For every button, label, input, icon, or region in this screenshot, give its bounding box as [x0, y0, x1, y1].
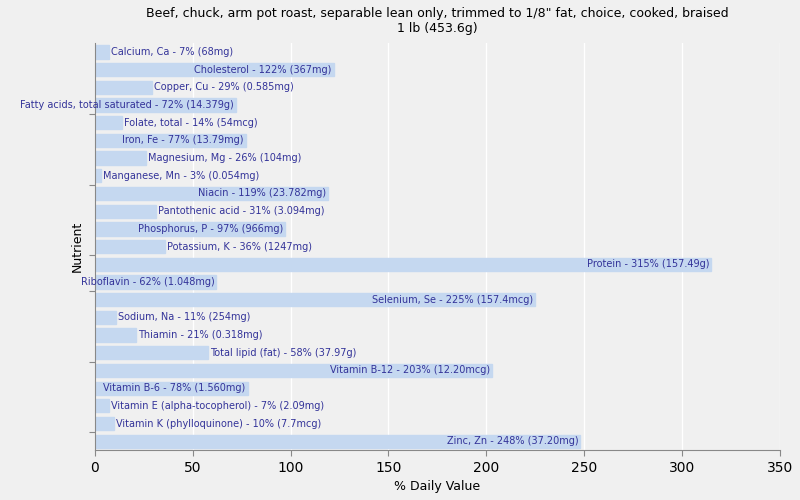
Text: Potassium, K - 36% (1247mg): Potassium, K - 36% (1247mg) — [167, 242, 312, 252]
Bar — [95, 276, 216, 288]
Text: Sodium, Na - 11% (254mg): Sodium, Na - 11% (254mg) — [118, 312, 250, 322]
Bar — [95, 134, 246, 147]
Bar — [95, 169, 101, 182]
Text: Folate, total - 14% (54mcg): Folate, total - 14% (54mcg) — [124, 118, 258, 128]
Bar — [95, 152, 146, 164]
Bar — [95, 63, 334, 76]
Title: Beef, chuck, arm pot roast, separable lean only, trimmed to 1/8" fat, choice, co: Beef, chuck, arm pot roast, separable le… — [146, 7, 729, 35]
Bar — [95, 382, 247, 395]
X-axis label: % Daily Value: % Daily Value — [394, 480, 481, 493]
Bar — [95, 258, 711, 271]
Bar — [95, 364, 492, 377]
Text: Vitamin E (alpha-tocopherol) - 7% (2.09mg): Vitamin E (alpha-tocopherol) - 7% (2.09m… — [110, 401, 324, 411]
Bar — [95, 204, 155, 218]
Text: Vitamin B-6 - 78% (1.560mg): Vitamin B-6 - 78% (1.560mg) — [103, 383, 246, 393]
Text: Total lipid (fat) - 58% (37.97g): Total lipid (fat) - 58% (37.97g) — [210, 348, 357, 358]
Text: Magnesium, Mg - 26% (104mg): Magnesium, Mg - 26% (104mg) — [148, 153, 301, 163]
Text: Calcium, Ca - 7% (68mg): Calcium, Ca - 7% (68mg) — [110, 47, 233, 57]
Bar — [95, 310, 117, 324]
Bar — [95, 240, 166, 253]
Text: Thiamin - 21% (0.318mg): Thiamin - 21% (0.318mg) — [138, 330, 262, 340]
Text: Selenium, Se - 225% (157.4mcg): Selenium, Se - 225% (157.4mcg) — [372, 294, 534, 304]
Text: Cholesterol - 122% (367mg): Cholesterol - 122% (367mg) — [194, 64, 332, 74]
Bar — [95, 434, 580, 448]
Text: Riboflavin - 62% (1.048mg): Riboflavin - 62% (1.048mg) — [81, 277, 214, 287]
Text: Manganese, Mn - 3% (0.054mg): Manganese, Mn - 3% (0.054mg) — [102, 171, 259, 181]
Text: Pantothenic acid - 31% (3.094mg): Pantothenic acid - 31% (3.094mg) — [158, 206, 324, 216]
Bar — [95, 80, 152, 94]
Bar — [95, 222, 285, 235]
Text: Vitamin B-12 - 203% (12.20mcg): Vitamin B-12 - 203% (12.20mcg) — [330, 366, 490, 376]
Y-axis label: Nutrient: Nutrient — [71, 221, 84, 272]
Text: Fatty acids, total saturated - 72% (14.379g): Fatty acids, total saturated - 72% (14.3… — [20, 100, 234, 110]
Bar — [95, 293, 535, 306]
Bar — [95, 46, 109, 59]
Bar — [95, 417, 114, 430]
Text: Copper, Cu - 29% (0.585mg): Copper, Cu - 29% (0.585mg) — [154, 82, 294, 92]
Text: Vitamin K (phylloquinone) - 10% (7.7mcg): Vitamin K (phylloquinone) - 10% (7.7mcg) — [117, 418, 322, 428]
Text: Zinc, Zn - 248% (37.20mg): Zinc, Zn - 248% (37.20mg) — [446, 436, 578, 446]
Bar — [95, 328, 136, 342]
Text: Iron, Fe - 77% (13.79mg): Iron, Fe - 77% (13.79mg) — [122, 136, 244, 145]
Bar — [95, 98, 236, 112]
Text: Niacin - 119% (23.782mg): Niacin - 119% (23.782mg) — [198, 188, 326, 198]
Bar — [95, 187, 328, 200]
Bar — [95, 116, 122, 130]
Bar — [95, 399, 109, 412]
Bar — [95, 346, 209, 360]
Text: Protein - 315% (157.49g): Protein - 315% (157.49g) — [587, 260, 710, 270]
Text: Phosphorus, P - 97% (966mg): Phosphorus, P - 97% (966mg) — [138, 224, 283, 234]
